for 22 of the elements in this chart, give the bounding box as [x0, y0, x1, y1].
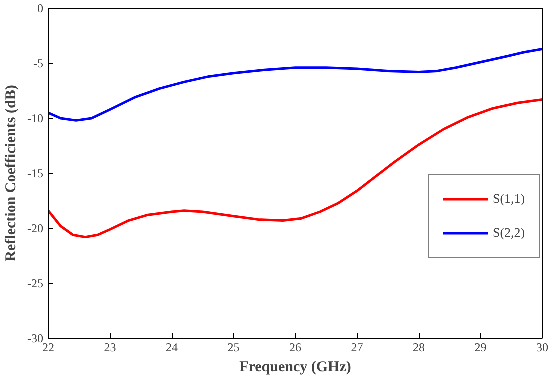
y-axis-title: Reflection Coefficients (dB)	[4, 85, 20, 262]
x-tick-label: 26	[290, 340, 302, 354]
x-tick-label: 25	[228, 340, 240, 354]
x-tick-label: 23	[104, 340, 116, 354]
x-axis-title: Frequency (GHz)	[240, 360, 352, 376]
y-tick-label: -10	[28, 112, 44, 126]
y-tick-label: -30	[28, 332, 44, 346]
line-series	[48, 48, 542, 122]
x-tick-label: 27	[351, 340, 364, 354]
y-tick-label: -25	[28, 276, 44, 290]
y-tick-label: 0	[38, 2, 44, 16]
x-tick-label: 22	[42, 340, 54, 354]
x-tick-label: 28	[413, 340, 425, 354]
y-tick-label: -20	[28, 222, 44, 236]
x-tick-label: 24	[166, 340, 178, 354]
legend-label: S(1,1)	[493, 191, 526, 207]
x-tick-label: 30	[536, 340, 548, 354]
y-tick-label: -5	[34, 56, 44, 70]
y-tick-label: -15	[28, 166, 44, 180]
x-tick-label: 29	[474, 340, 487, 354]
line-series	[48, 98, 542, 239]
legend-label: S(2,2)	[493, 225, 526, 241]
